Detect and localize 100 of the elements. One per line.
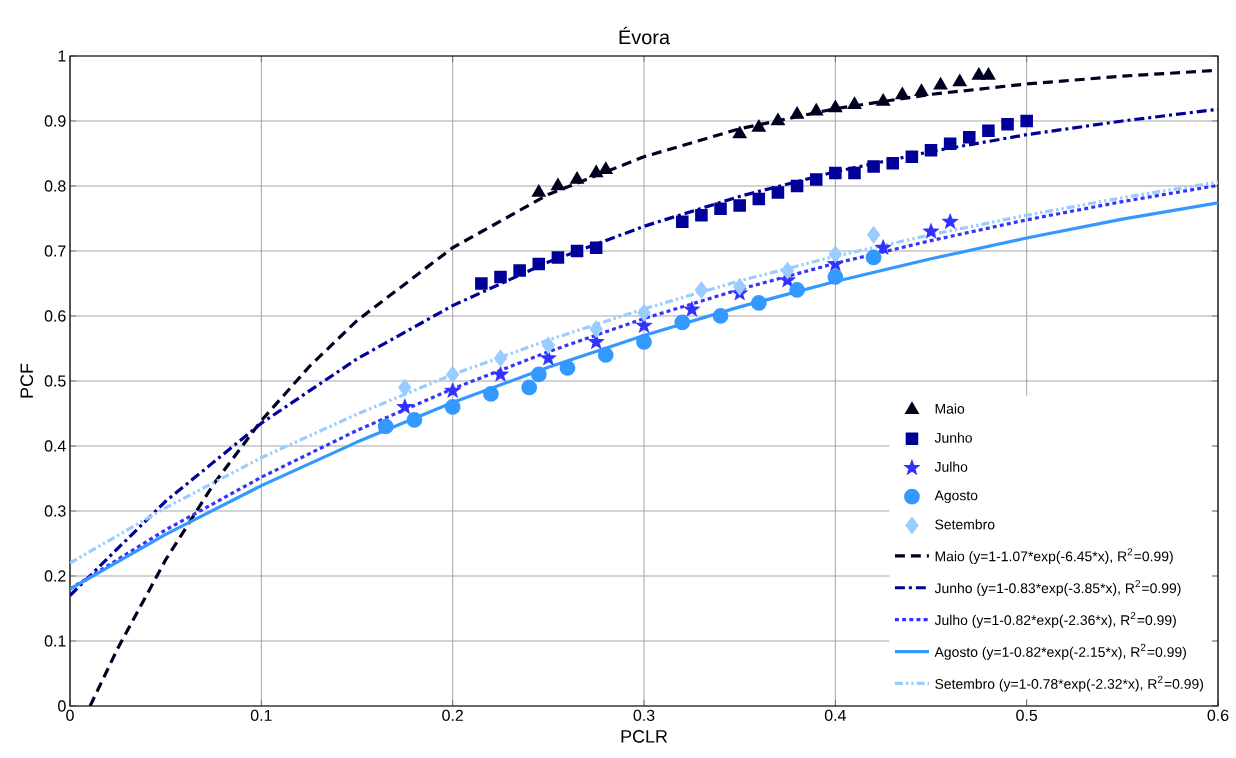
legend-label: Maio (y=1-1.07*exp(-6.45*x), R$^{2}$=0.99) <box>935 548 1173 565</box>
legend-label: Agosto (y=1-0.82*exp(-2.15*x), R$^{2}$=0.99) <box>934 643 1186 660</box>
chart-title: Évora <box>619 26 671 45</box>
point <box>876 240 890 254</box>
point <box>589 334 603 348</box>
point <box>867 226 881 244</box>
point <box>541 336 555 354</box>
point <box>636 334 652 350</box>
x-tick-label: 0.5 <box>1016 709 1038 722</box>
y-tick-label: 0.1 <box>44 635 66 647</box>
point <box>943 137 957 151</box>
x-tick-label: 0.3 <box>633 709 655 722</box>
point <box>771 186 785 199</box>
point <box>494 349 507 367</box>
point <box>847 97 862 110</box>
point <box>790 179 804 193</box>
point <box>475 277 488 290</box>
point <box>781 262 794 279</box>
legend-label: Agosto <box>934 490 978 504</box>
point <box>827 269 844 285</box>
point <box>541 351 556 365</box>
point <box>377 418 394 435</box>
y-tick-label: 0.8 <box>44 180 66 192</box>
point <box>981 68 996 80</box>
point <box>714 202 727 216</box>
point <box>599 162 613 175</box>
point <box>750 295 767 311</box>
x-tick-label: 0.1 <box>250 709 272 722</box>
point <box>551 251 565 264</box>
point <box>446 366 460 383</box>
point <box>675 215 689 229</box>
point <box>733 126 747 139</box>
point <box>924 224 938 238</box>
legend-label: Setembro (y=1-0.78*exp(-2.32*x), R$^{2}$=0.99) <box>935 675 1204 692</box>
point <box>962 130 976 144</box>
point <box>674 314 691 331</box>
x-tick-label: 0.2 <box>442 709 463 722</box>
legend-label: Julho (y=1-0.82*exp(-2.36*x), R$^{2}$=0.99) <box>934 611 1176 628</box>
point <box>1001 117 1014 131</box>
point <box>589 241 603 255</box>
point <box>905 150 919 164</box>
point <box>521 379 538 396</box>
point <box>406 412 423 428</box>
line-series <box>70 107 1219 598</box>
point <box>828 245 842 263</box>
point <box>532 185 546 197</box>
point <box>848 166 861 180</box>
point <box>943 214 957 228</box>
point <box>982 124 995 138</box>
point <box>694 281 708 299</box>
point <box>589 165 603 178</box>
point <box>1020 114 1033 128</box>
y-tick-label: 0.5 <box>44 375 66 387</box>
point <box>752 120 766 132</box>
point <box>809 173 823 186</box>
point <box>914 84 929 97</box>
point <box>771 113 785 126</box>
point <box>444 399 461 415</box>
y-tick-label: 0.9 <box>44 115 66 127</box>
y-tick-label: 0 <box>58 700 66 712</box>
point <box>972 68 986 80</box>
x-tick-label: 0.6 <box>1207 709 1229 722</box>
point <box>895 87 909 100</box>
legend-label: Junho (y=1-0.83*exp(-3.85*x), R$^{2}$=0.99) <box>934 580 1181 596</box>
point <box>789 282 805 298</box>
x-axis-title: PCLR <box>621 730 668 743</box>
point <box>809 103 823 116</box>
point <box>398 379 412 396</box>
point <box>494 270 507 284</box>
point <box>685 302 699 316</box>
point <box>637 318 651 332</box>
point <box>559 360 576 376</box>
legend-label: Setembro <box>935 519 995 530</box>
point <box>712 308 729 324</box>
point <box>530 366 547 383</box>
point <box>733 199 746 212</box>
point <box>570 172 584 184</box>
point <box>398 399 412 413</box>
point <box>752 192 766 206</box>
point <box>695 208 708 222</box>
point <box>790 107 804 119</box>
point <box>828 100 842 113</box>
legend-label: Maio <box>935 403 965 414</box>
point <box>551 178 565 191</box>
point <box>876 94 890 106</box>
y-tick-label: 0.6 <box>44 310 66 322</box>
point <box>829 166 842 180</box>
point <box>493 367 508 381</box>
point <box>953 74 967 87</box>
legend-label: Junho <box>934 432 972 443</box>
point <box>513 264 526 277</box>
y-axis-title: PCF <box>20 363 34 398</box>
point <box>924 143 938 157</box>
y-tick-label: 0.3 <box>44 505 66 517</box>
point <box>933 77 948 90</box>
y-tick-label: 1 <box>58 50 66 62</box>
point <box>637 304 651 322</box>
x-tick-label: 0 <box>66 709 74 722</box>
point <box>532 257 546 271</box>
y-tick-label: 0.2 <box>44 570 66 582</box>
